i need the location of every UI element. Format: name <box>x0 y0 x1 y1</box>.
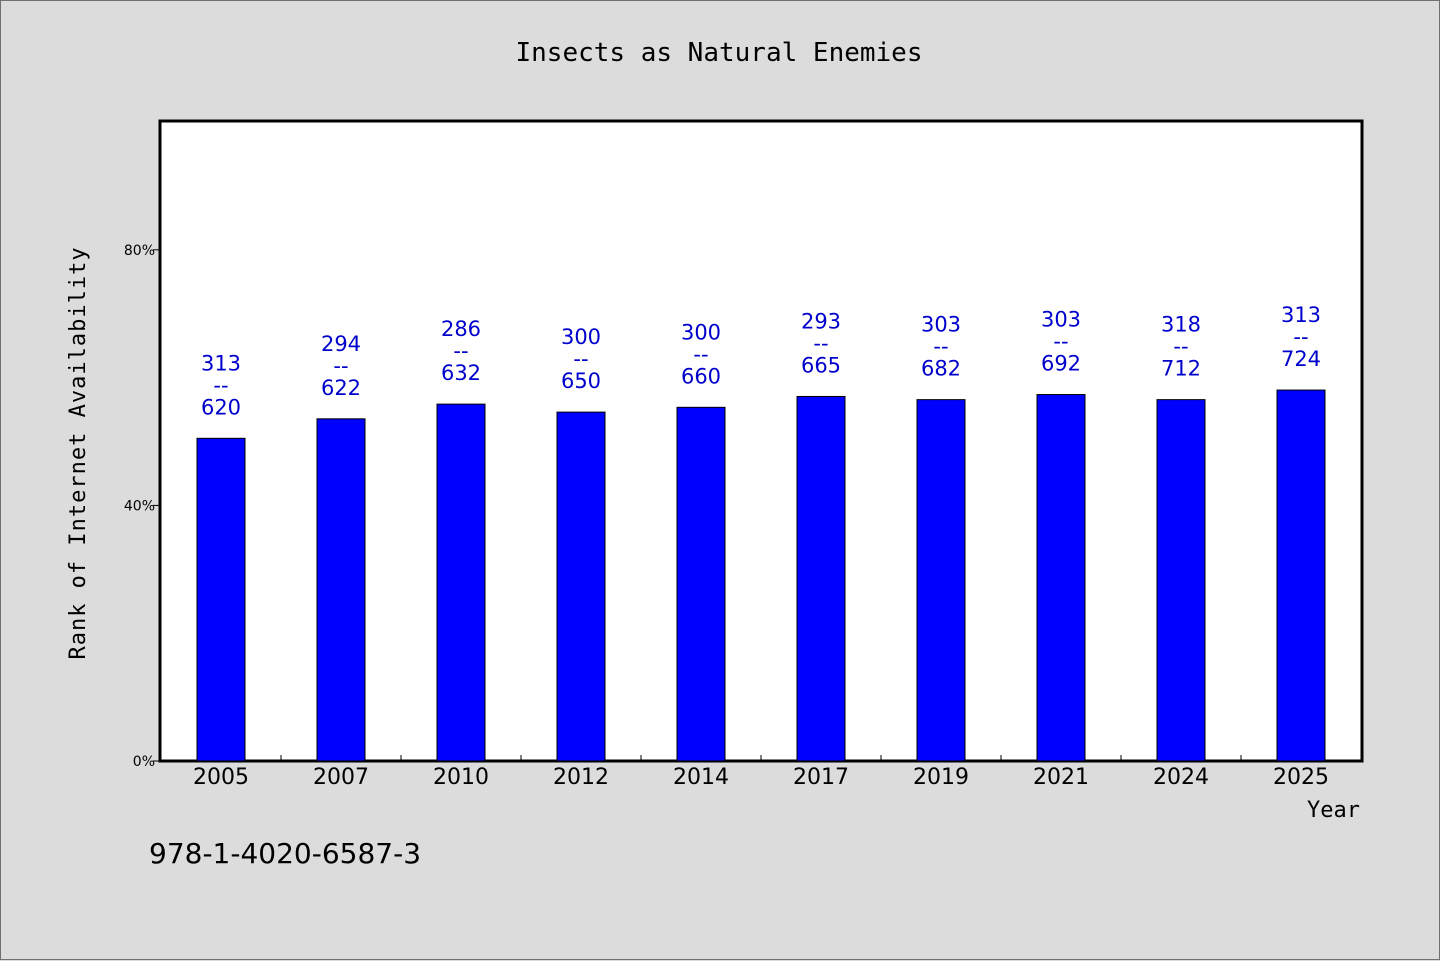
data-label: -- <box>813 331 828 355</box>
bar-2010 <box>436 403 486 762</box>
x-tick-label: 2019 <box>913 765 969 790</box>
x-tick-label: 2017 <box>793 765 849 790</box>
data-label: 650 <box>561 369 601 393</box>
bar-2005 <box>196 437 246 762</box>
x-axis: 2005 2007 2010 2012 2014 2017 2019 2021 2024 2025 <box>193 755 1329 790</box>
data-label: -- <box>1173 335 1188 359</box>
x-tick-label: 2025 <box>1273 765 1329 790</box>
x-tick-label: 2012 <box>553 765 609 790</box>
data-label: 286 <box>441 317 481 341</box>
bar-2014 <box>676 406 726 762</box>
data-label: -- <box>933 335 948 359</box>
bar-2007 <box>316 418 366 762</box>
data-label: 622 <box>321 376 361 400</box>
data-label: 313 <box>1281 303 1321 327</box>
data-label: 303 <box>1041 308 1081 332</box>
bars <box>196 389 1326 762</box>
bar-2024 <box>1156 399 1206 762</box>
data-label: 313 <box>201 351 241 375</box>
data-label: -- <box>1293 325 1308 349</box>
data-label: 318 <box>1161 313 1201 337</box>
data-label: 303 <box>921 313 961 337</box>
bar-2021 <box>1036 394 1086 762</box>
y-tick-label: 40% <box>124 498 155 514</box>
bar-2012 <box>556 411 606 762</box>
bar-2019 <box>916 399 966 762</box>
data-label: -- <box>693 342 708 366</box>
x-tick-label: 2005 <box>193 765 249 790</box>
x-axis-label: Year <box>1307 798 1360 823</box>
data-label: 300 <box>561 325 601 349</box>
isbn-footnote: 978-1-4020-6587-3 <box>149 837 421 870</box>
x-tick-label: 2021 <box>1033 765 1089 790</box>
chart-title: Insects as Natural Enemies <box>516 38 923 68</box>
y-axis: 0% 40% 80% <box>124 243 161 770</box>
data-label: 692 <box>1041 352 1081 376</box>
x-tick-label: 2010 <box>433 765 489 790</box>
bar-2025 <box>1276 389 1326 762</box>
data-label: -- <box>213 373 228 397</box>
data-label: 682 <box>921 357 961 381</box>
data-label: 724 <box>1281 347 1321 371</box>
x-tick-label: 2014 <box>673 765 729 790</box>
data-labels: 313--620294--622286--632300--650300--660… <box>201 303 1321 419</box>
y-tick-label: 0% <box>133 754 155 770</box>
data-label: 660 <box>681 364 721 388</box>
data-label: 712 <box>1161 357 1201 381</box>
data-label: 632 <box>441 361 481 385</box>
x-tick-label: 2007 <box>313 765 369 790</box>
y-axis-label: Rank of Internet Availability <box>66 246 91 659</box>
data-label: 665 <box>801 353 841 377</box>
data-label: 300 <box>681 320 721 344</box>
x-tick-label: 2024 <box>1153 765 1209 790</box>
data-label: 294 <box>321 332 361 356</box>
y-tick-label: 80% <box>124 243 155 259</box>
data-label: 620 <box>201 395 241 419</box>
data-label: -- <box>453 339 468 363</box>
bar-2017 <box>796 395 846 762</box>
data-label: -- <box>333 354 348 378</box>
data-label: -- <box>1053 330 1068 354</box>
data-label: -- <box>573 347 588 371</box>
data-label: 293 <box>801 309 841 333</box>
